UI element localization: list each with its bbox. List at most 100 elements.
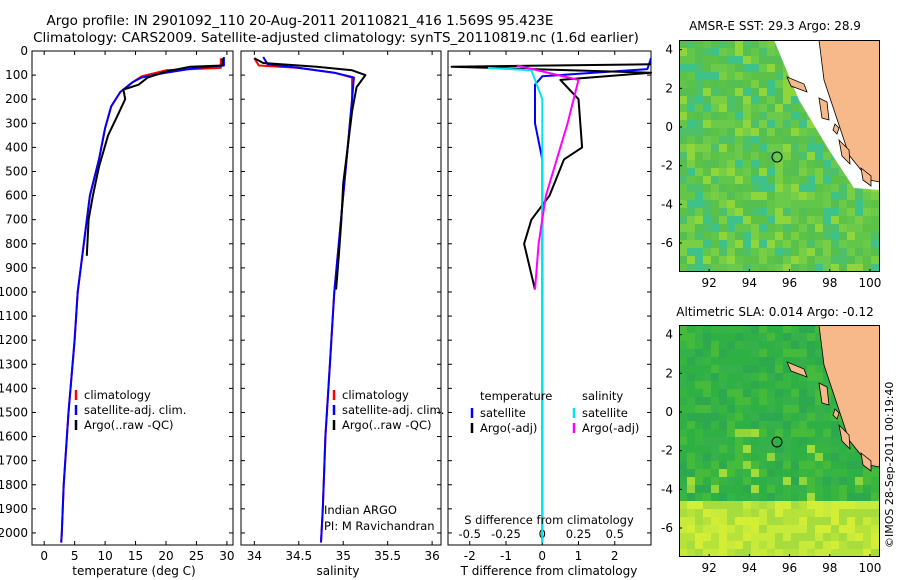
map-cell bbox=[879, 48, 880, 56]
map-cell bbox=[823, 184, 831, 192]
map-cell bbox=[751, 120, 759, 128]
imos-credit: ©IMOS 28-Sep-2011 00:19:40 bbox=[883, 382, 896, 548]
map-cell bbox=[719, 341, 727, 349]
map-cell bbox=[687, 445, 695, 453]
sst-map-frame bbox=[679, 40, 880, 272]
map-cell bbox=[799, 541, 807, 549]
map-cell bbox=[807, 349, 815, 357]
map-cell bbox=[759, 509, 767, 517]
map-cell bbox=[735, 445, 743, 453]
map-cell bbox=[703, 325, 711, 333]
map-cell bbox=[879, 88, 880, 96]
map-cell bbox=[719, 445, 727, 453]
map-cell bbox=[703, 216, 711, 224]
map-cell bbox=[735, 437, 743, 445]
map-cell bbox=[719, 549, 727, 557]
map-cell bbox=[775, 200, 783, 208]
map-cell bbox=[695, 405, 703, 413]
map-cell bbox=[743, 64, 751, 72]
map-cell bbox=[767, 429, 775, 437]
map-cell bbox=[727, 80, 735, 88]
map-cell bbox=[679, 541, 687, 549]
map-cell bbox=[695, 160, 703, 168]
map-cell bbox=[751, 88, 759, 96]
map-cell bbox=[735, 232, 743, 240]
map-cell bbox=[879, 333, 880, 341]
map-cell bbox=[799, 152, 807, 160]
map-cell bbox=[831, 525, 839, 533]
map-cell bbox=[767, 96, 775, 104]
map-cell bbox=[791, 256, 799, 264]
map-cell bbox=[703, 248, 711, 256]
depth-tick-label: 300 bbox=[5, 116, 28, 130]
map-cell bbox=[871, 469, 879, 477]
map-cell bbox=[711, 56, 719, 64]
map-cell bbox=[735, 248, 743, 256]
map-cell bbox=[871, 509, 879, 517]
map-cell bbox=[719, 144, 727, 152]
argo-position-marker-sst bbox=[771, 151, 783, 163]
map-cell bbox=[815, 208, 823, 216]
map-cell bbox=[735, 240, 743, 248]
map-cell bbox=[727, 264, 735, 272]
map-cell bbox=[735, 325, 743, 333]
map-cell bbox=[791, 96, 799, 104]
map-cell bbox=[791, 224, 799, 232]
island-nias bbox=[818, 97, 830, 121]
map-cell bbox=[679, 437, 687, 445]
map-cell bbox=[767, 200, 775, 208]
map-cell bbox=[711, 128, 719, 136]
map-cell bbox=[775, 341, 783, 349]
map-cell bbox=[815, 533, 823, 541]
s-difference-xlabel: S difference from climatology bbox=[464, 513, 634, 527]
map-cell bbox=[775, 453, 783, 461]
map-cell bbox=[695, 152, 703, 160]
map-cell bbox=[687, 333, 695, 341]
map-cell bbox=[727, 144, 735, 152]
map-cell bbox=[679, 373, 687, 381]
map-cell bbox=[719, 325, 727, 333]
map-cell bbox=[703, 152, 711, 160]
map-cell bbox=[719, 88, 727, 96]
series-line bbox=[450, 63, 652, 290]
map-cell bbox=[727, 381, 735, 389]
map-cell bbox=[719, 208, 727, 216]
map-cell bbox=[759, 112, 767, 120]
map-cell bbox=[839, 541, 847, 549]
map-cell bbox=[703, 56, 711, 64]
map-cell bbox=[719, 48, 727, 56]
map-cell bbox=[703, 445, 711, 453]
map-cell bbox=[775, 357, 783, 365]
map-cell bbox=[767, 232, 775, 240]
map-cell bbox=[703, 256, 711, 264]
map-cell bbox=[719, 40, 727, 48]
map-cell bbox=[855, 517, 863, 525]
map-cell bbox=[775, 509, 783, 517]
map-cell bbox=[751, 112, 759, 120]
map-cell bbox=[847, 240, 855, 248]
map-cell bbox=[831, 429, 839, 437]
map-cell bbox=[775, 373, 783, 381]
map-cell bbox=[695, 501, 703, 509]
map-cell bbox=[711, 40, 719, 48]
map-cell bbox=[735, 128, 743, 136]
map-cell bbox=[799, 333, 807, 341]
map-cell bbox=[743, 453, 751, 461]
map-cell bbox=[863, 485, 871, 493]
map-cell bbox=[775, 429, 783, 437]
map-cell bbox=[791, 485, 799, 493]
map-cell bbox=[759, 208, 767, 216]
map-cell bbox=[703, 333, 711, 341]
series-line bbox=[516, 64, 580, 290]
map-cell bbox=[799, 168, 807, 176]
map-cell bbox=[799, 349, 807, 357]
map-cell bbox=[847, 461, 855, 469]
map-cell bbox=[783, 373, 791, 381]
map-cell bbox=[799, 477, 807, 485]
map-cell bbox=[791, 200, 799, 208]
map-cell bbox=[799, 461, 807, 469]
map-cell bbox=[711, 477, 719, 485]
map-cell bbox=[679, 56, 687, 64]
map-cell bbox=[687, 176, 695, 184]
map-cell bbox=[775, 80, 783, 88]
